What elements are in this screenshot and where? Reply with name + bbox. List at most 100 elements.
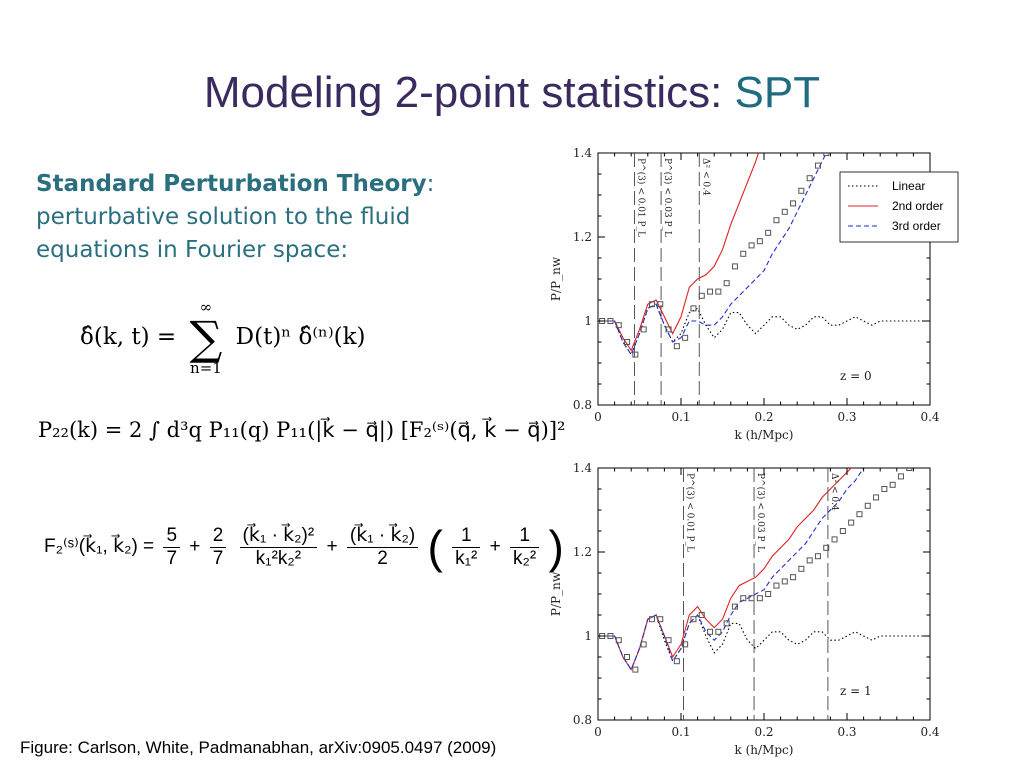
- series-line-linear: [598, 614, 930, 671]
- sum-top: ∞: [199, 298, 213, 316]
- cutoff-label: P^(3) < 0.01 P_L: [636, 158, 647, 237]
- frac-den: k₂²: [513, 547, 537, 569]
- cutoff-label: P^(3) < 0.01 P_L: [684, 473, 695, 552]
- data-point: [806, 557, 813, 564]
- data-point: [723, 620, 730, 627]
- frac-num: 1: [510, 525, 540, 548]
- data-point: [648, 616, 655, 623]
- frac-den: 2: [377, 548, 388, 569]
- data-point: [665, 326, 672, 333]
- eq1-lhs: δ̂(k, t) =: [80, 324, 184, 350]
- frac-num: (k⃗₁ · k⃗₂): [346, 524, 419, 548]
- plus-sign: +: [326, 536, 338, 558]
- redshift-annotation: z = 1: [840, 684, 872, 698]
- data-point: [765, 229, 772, 236]
- series-line-linear: [598, 303, 930, 356]
- legend-label: 2nd order: [892, 199, 943, 213]
- plot-area: [598, 455, 930, 720]
- fraction-1-k1sq: 1 k₁²: [452, 525, 481, 570]
- data-point: [731, 263, 738, 270]
- x-axis-label: k (h/Mpc): [735, 428, 794, 442]
- x-tick-label: 0.4: [920, 410, 939, 424]
- data-point: [831, 536, 838, 543]
- data-point: [915, 461, 920, 466]
- data-point: [814, 553, 821, 560]
- x-tick-label: 0: [594, 725, 602, 739]
- intro-text: Standard Perturbation Theory: perturbati…: [36, 168, 506, 267]
- fraction-dot-half: (k⃗₁ · k⃗₂) 2: [346, 524, 419, 570]
- y-tick-label: 1: [584, 314, 592, 328]
- data-point: [731, 603, 738, 610]
- frac-den: 7: [212, 547, 224, 569]
- data-point: [756, 238, 763, 245]
- data-point: [756, 595, 763, 602]
- x-tick-label: 0.1: [671, 725, 690, 739]
- data-point: [773, 217, 780, 224]
- data-point: [790, 200, 797, 207]
- chart-z0: 0 0.1 0.2 0.3 0.4 0.8 1 1.2 1.4 k (h/Mpc) P/P_nw P^…: [549, 146, 959, 442]
- data-point: [723, 280, 730, 287]
- data-point: [823, 153, 830, 156]
- plus-sign: +: [189, 536, 201, 558]
- y-axis-label: P/P_nw: [549, 571, 563, 616]
- data-point: [632, 666, 639, 673]
- series-line-3rd-order: [598, 153, 827, 356]
- eq2-text: P₂₂(k) = 2 ∫ d³q P₁₁(q) P₁₁(|k⃗ − q⃗|) […: [38, 418, 566, 442]
- data-point: [682, 641, 689, 648]
- data-point: [657, 616, 664, 623]
- intro-line3: equations in Fourier space:: [36, 237, 349, 263]
- data-point: [607, 633, 614, 639]
- frac-num: (k⃗₁ · k⃗₂)²: [239, 524, 318, 548]
- cutoff-label: Δ² < 0.4: [829, 473, 839, 511]
- eq1-rhs: D(t)ⁿ δ̂⁽ⁿ⁾(k): [235, 324, 366, 350]
- legend-label: Linear: [892, 179, 925, 193]
- data-point: [640, 326, 647, 333]
- plot-area: [598, 153, 930, 405]
- data-point: [748, 595, 755, 602]
- frac-den: 7: [166, 547, 178, 569]
- data-point: [781, 208, 788, 215]
- x-tick-label: 0.1: [671, 410, 690, 424]
- x-tick-label: 0.4: [920, 725, 939, 739]
- frac-num: 1: [452, 525, 481, 548]
- data-point: [897, 473, 904, 480]
- plus-sign: +: [489, 536, 501, 558]
- data-point: [740, 595, 747, 602]
- data-point: [673, 658, 680, 665]
- data-point: [698, 292, 705, 299]
- data-point: [707, 628, 714, 635]
- y-tick-label: 1.2: [573, 230, 592, 244]
- data-point: [773, 582, 780, 589]
- data-point: [814, 162, 821, 169]
- data-point: [748, 242, 755, 249]
- y-tick-label: 0.8: [573, 713, 592, 727]
- slide-title: Modeling 2-point statistics: SPT: [0, 68, 1024, 118]
- legend-label: 3rd order: [892, 219, 941, 233]
- data-point: [648, 301, 655, 308]
- series-line-2nd-order: [598, 153, 760, 352]
- intro-line2: perturbative solution to the fluid: [36, 204, 411, 230]
- cutoff-label: P^(3) < 0.03 P_L: [755, 473, 766, 552]
- intro-colon: :: [426, 171, 435, 197]
- equation-delta-expansion: δ̂(k, t) = ∞ ∑ n=1 D(t)ⁿ δ̂⁽ⁿ⁾(k): [80, 300, 366, 376]
- sum-sigma: ∑: [189, 311, 223, 365]
- data-point: [923, 455, 928, 458]
- x-tick-label: 0.3: [837, 410, 856, 424]
- data-point: [864, 502, 871, 509]
- data-point: [906, 468, 913, 471]
- left-paren: (: [427, 521, 443, 573]
- data-point: [839, 528, 846, 534]
- data-point: [848, 519, 855, 526]
- y-tick-label: 1.2: [573, 545, 592, 559]
- data-point: [790, 574, 797, 581]
- data-point: [856, 511, 863, 518]
- data-point: [823, 544, 830, 551]
- data-point: [873, 494, 880, 501]
- data-point: [889, 481, 896, 488]
- y-tick-label: 0.8: [573, 398, 592, 412]
- right-paren: ): [548, 521, 564, 573]
- fraction-1-k2sq: 1 k₂²: [510, 525, 540, 570]
- data-point: [682, 334, 689, 341]
